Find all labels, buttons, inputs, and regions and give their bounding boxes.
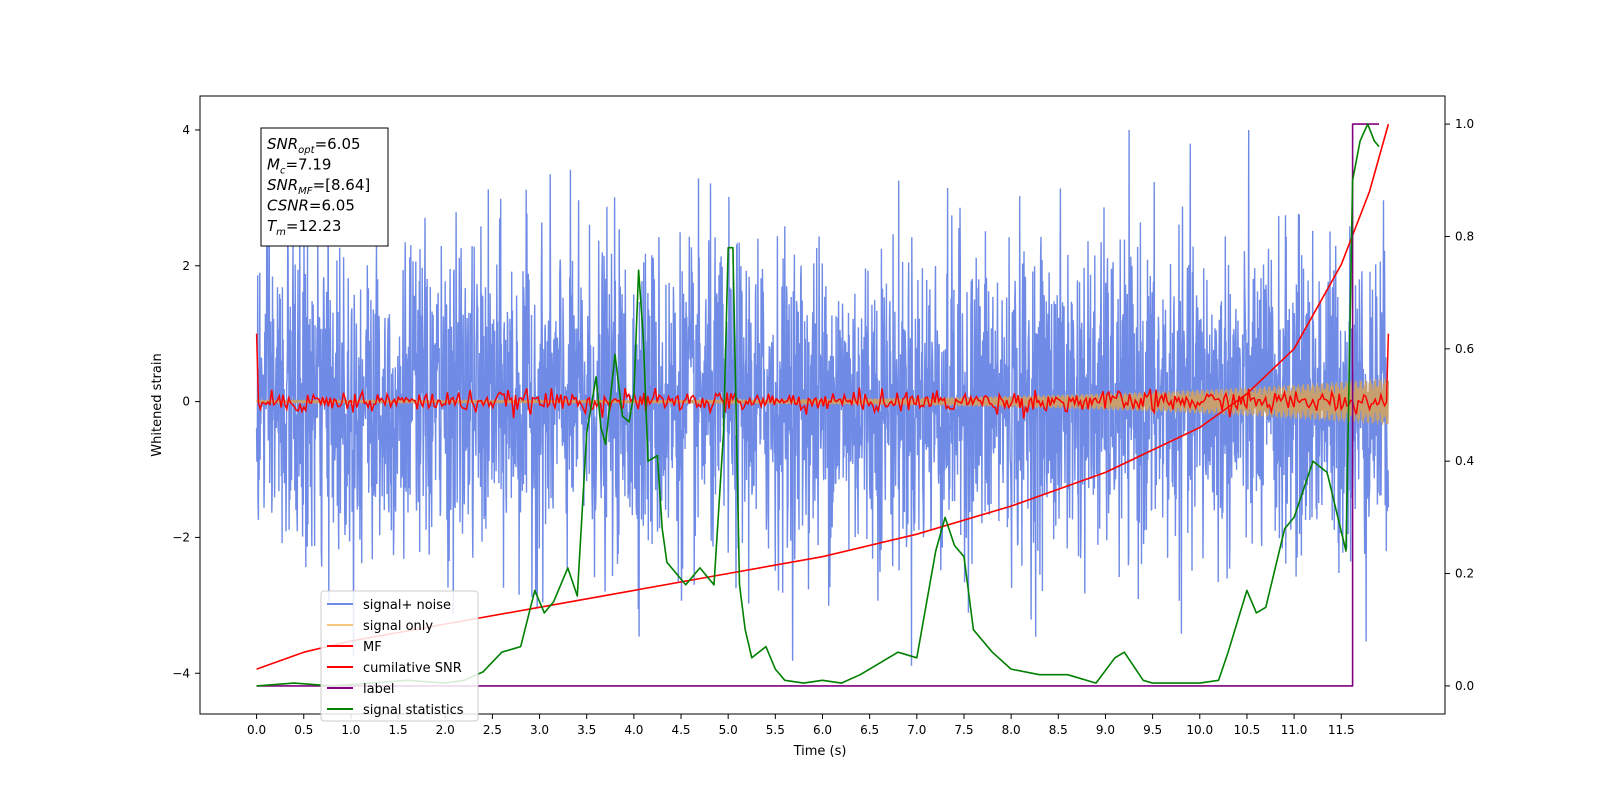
legend-label: signal statistics (363, 703, 464, 718)
annotation-line: Mc=7.19 (267, 156, 331, 177)
y2-tick-label: 0.6 (1455, 342, 1474, 356)
x-tick-label: 0.0 (247, 723, 266, 737)
x-tick-label: 1.0 (341, 723, 360, 737)
series-signal-noise (255, 129, 1390, 666)
x-tick-label: 9.5 (1143, 723, 1162, 737)
x-tick-label: 10.5 (1234, 723, 1261, 737)
x-tick-label: 4.5 (671, 723, 690, 737)
x-tick-label: 8.5 (1049, 723, 1068, 737)
x-tick-label: 11.0 (1281, 723, 1308, 737)
x-tick-label: 4.0 (624, 723, 643, 737)
annotation-line: CSNR=6.05 (267, 197, 355, 215)
x-tick-label: 6.5 (860, 723, 879, 737)
y2-tick-label: 0.4 (1455, 454, 1474, 468)
y2-tick-label: 0.2 (1455, 567, 1474, 581)
y-tick-label: 2 (182, 259, 190, 273)
legend-label: MF (363, 640, 382, 655)
x-tick-label: 6.0 (813, 723, 832, 737)
annotation-line: SNRMF=[8.64] (267, 176, 370, 197)
x-tick-label: 7.0 (907, 723, 926, 737)
y-tick-label: −2 (172, 530, 190, 544)
legend-frame (320, 590, 479, 722)
legend-label: signal+ noise (363, 598, 451, 613)
x-tick-label: 8.0 (1002, 723, 1021, 737)
annotation-frame (260, 127, 389, 247)
annotation-line: Tm=12.23 (267, 217, 341, 238)
y2-tick-label: 0.8 (1455, 229, 1474, 243)
series-label (256, 123, 1379, 687)
x-tick-label: 3.0 (530, 723, 549, 737)
y-tick-label: 4 (182, 123, 190, 137)
x-tick-label: 5.5 (766, 723, 785, 737)
x-tick-label: 1.5 (389, 723, 408, 737)
legend-label: cumilative SNR (363, 661, 462, 676)
x-tick-label: 7.5 (954, 723, 973, 737)
x-tick-label: 10.0 (1186, 723, 1213, 737)
x-tick-label: 2.5 (483, 723, 502, 737)
legend-label: signal only (363, 619, 433, 634)
series-signal-statistics (256, 123, 1380, 687)
y2-tick-label: 0.0 (1455, 679, 1474, 693)
x-tick-label: 11.5 (1328, 723, 1355, 737)
axes-layer: 0.0 0.5 1.0 1.5 2.0 2.5 3.0 3.5 4.0 4.5 5.0 5.5 6.0 6… (172, 117, 1474, 737)
x-axis-label: Time (s) (793, 744, 847, 759)
y-tick-label: 0 (182, 395, 190, 409)
legend: signal+ noise signal only MF cumilative SNR… (320, 590, 479, 722)
y2-tick-label: 1.0 (1455, 117, 1474, 131)
legend-label: label (363, 682, 394, 697)
x-tick-label: 5.0 (719, 723, 738, 737)
y-axis-label: Whitened strain (150, 353, 165, 456)
x-tick-label: 0.5 (294, 723, 313, 737)
x-tick-label: 9.0 (1096, 723, 1115, 737)
annotation-line: SNRopt=6.05 (267, 135, 361, 156)
series-mf (255, 333, 1390, 419)
x-tick-label: 3.5 (577, 723, 596, 737)
x-tick-label: 2.0 (436, 723, 455, 737)
y-tick-label: −4 (172, 666, 190, 680)
